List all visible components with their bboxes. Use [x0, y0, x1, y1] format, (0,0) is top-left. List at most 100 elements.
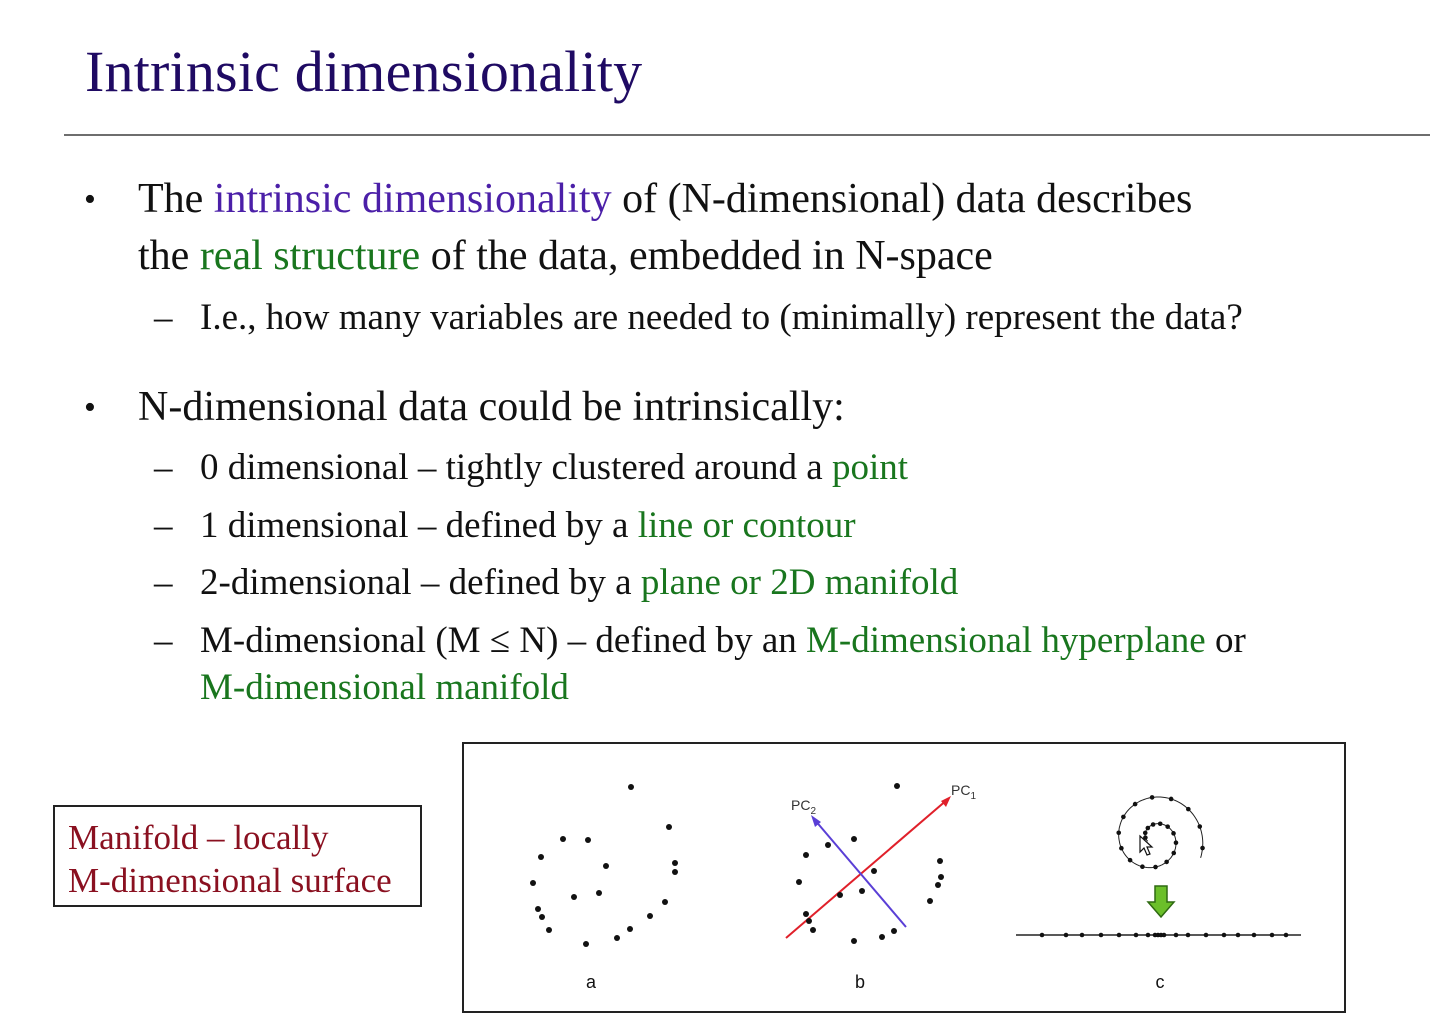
data-point: [1221, 932, 1227, 938]
data-point: [806, 918, 812, 924]
data-point: [1283, 932, 1289, 938]
data-point: [803, 852, 809, 858]
data-point: [538, 854, 544, 860]
data-point: [1171, 831, 1176, 836]
data-point: [1132, 801, 1138, 807]
data-point: [1142, 830, 1148, 836]
data-point: [628, 784, 634, 790]
data-point: [1153, 864, 1158, 870]
highlight-term: line or contour: [637, 505, 856, 546]
bullet1-sub: I.e., how many variables are needed to (…: [200, 297, 1243, 338]
text-span: 2-dimensional – defined by a: [200, 562, 641, 603]
sub-bullet-dash: –: [154, 447, 173, 488]
down-arrow-icon: [1146, 885, 1176, 919]
data-point: [1203, 932, 1209, 938]
data-point: [614, 935, 620, 941]
data-point: [1098, 932, 1104, 938]
pc1-label: PC1: [951, 782, 976, 802]
panel-label-c: c: [1156, 972, 1165, 992]
bullet2-item-2: 2-dimensional – defined by a plane or 2D…: [200, 559, 958, 607]
pc2-arrowhead: [811, 815, 821, 827]
data-point: [1165, 824, 1170, 829]
highlight-term: M-dimensional hyperplane: [806, 620, 1206, 661]
bullet2-item-0: 0 dimensional – tightly clustered around…: [200, 444, 908, 492]
data-point: [1063, 932, 1069, 938]
text-span: 1 dimensional – defined by a: [200, 505, 638, 546]
data-point: [1251, 932, 1257, 938]
data-point: [851, 836, 857, 842]
panel-label-a: a: [586, 972, 597, 992]
data-point: [871, 868, 877, 874]
data-point: [891, 928, 897, 934]
data-point: [837, 892, 843, 898]
data-point: [539, 914, 545, 920]
data-point: [1143, 835, 1148, 840]
data-point: [1171, 850, 1177, 856]
pc2-arrow: [813, 818, 907, 928]
data-point: [1197, 824, 1203, 829]
highlight-term: point: [831, 447, 909, 488]
highlight-term: real structure: [199, 233, 421, 279]
figure-canvas: PC1 PC2 a b c: [530, 782, 1301, 992]
data-point: [672, 869, 678, 875]
data-point: [1186, 806, 1191, 812]
data-point: [546, 927, 552, 933]
data-point: [803, 911, 809, 917]
pc1-arrow: [785, 798, 949, 939]
bullet-marker: •: [84, 389, 96, 426]
data-point: [927, 898, 933, 904]
text-span: the: [138, 233, 200, 279]
data-point: [1145, 825, 1151, 831]
data-point: [796, 879, 802, 885]
pc1-arrowhead: [941, 796, 951, 807]
data-point: [571, 894, 577, 900]
data-point: [1235, 932, 1241, 938]
bullet1-line2: the real structure of the data, embedded…: [138, 228, 993, 285]
bullet2-item-3-line2: M-dimensional manifold: [200, 667, 569, 708]
data-point: [583, 941, 589, 947]
data-point: [894, 783, 900, 789]
data-point: [1168, 796, 1174, 802]
data-point: [851, 938, 857, 944]
data-point: [560, 836, 566, 842]
sub-bullet-dash: –: [154, 562, 173, 603]
data-point: [666, 824, 672, 830]
panel-label-b: b: [855, 972, 865, 992]
data-point: [647, 913, 653, 919]
data-point: [1116, 830, 1122, 836]
data-point: [1121, 814, 1126, 820]
callout-line2: M-dimensional surface: [68, 861, 392, 900]
text-span: of the data, embedded in N-space: [420, 233, 993, 279]
data-point: [596, 890, 602, 896]
text-span: The: [138, 176, 214, 222]
data-point: [1079, 932, 1085, 938]
data-point: [603, 863, 609, 869]
data-point: [627, 926, 633, 932]
data-point: [1116, 932, 1122, 938]
data-point: [879, 934, 885, 940]
data-point: [1127, 857, 1133, 863]
data-point: [1269, 932, 1275, 938]
manifold-figure: PC1 PC2 a b c: [462, 742, 1346, 1013]
data-point: [1149, 795, 1155, 800]
highlight-term: intrinsic dimensionality: [213, 176, 612, 222]
data-point: [825, 842, 831, 848]
sub-bullet-dash: –: [154, 505, 173, 546]
manifold-callout: Manifold – locally M-dimensional surface: [53, 805, 422, 907]
unrolled-points: [1039, 932, 1289, 938]
data-point: [1150, 822, 1156, 827]
data-point: [1157, 821, 1163, 827]
data-point: [1164, 859, 1169, 865]
data-point: [530, 880, 536, 886]
spiral-points: [1116, 795, 1205, 870]
data-point: [1140, 864, 1145, 869]
data-point: [1145, 932, 1151, 938]
panel-c: [1016, 795, 1301, 938]
data-point: [1119, 845, 1124, 851]
bullet1-line1: The intrinsic dimensionality of (N-dimen…: [138, 171, 1192, 228]
data-point: [672, 860, 678, 866]
sub-bullet-dash: –: [154, 297, 173, 338]
data-point: [1173, 840, 1179, 845]
data-point: [1185, 932, 1191, 938]
bullet2-item-1: 1 dimensional – defined by a line or con…: [200, 502, 856, 550]
